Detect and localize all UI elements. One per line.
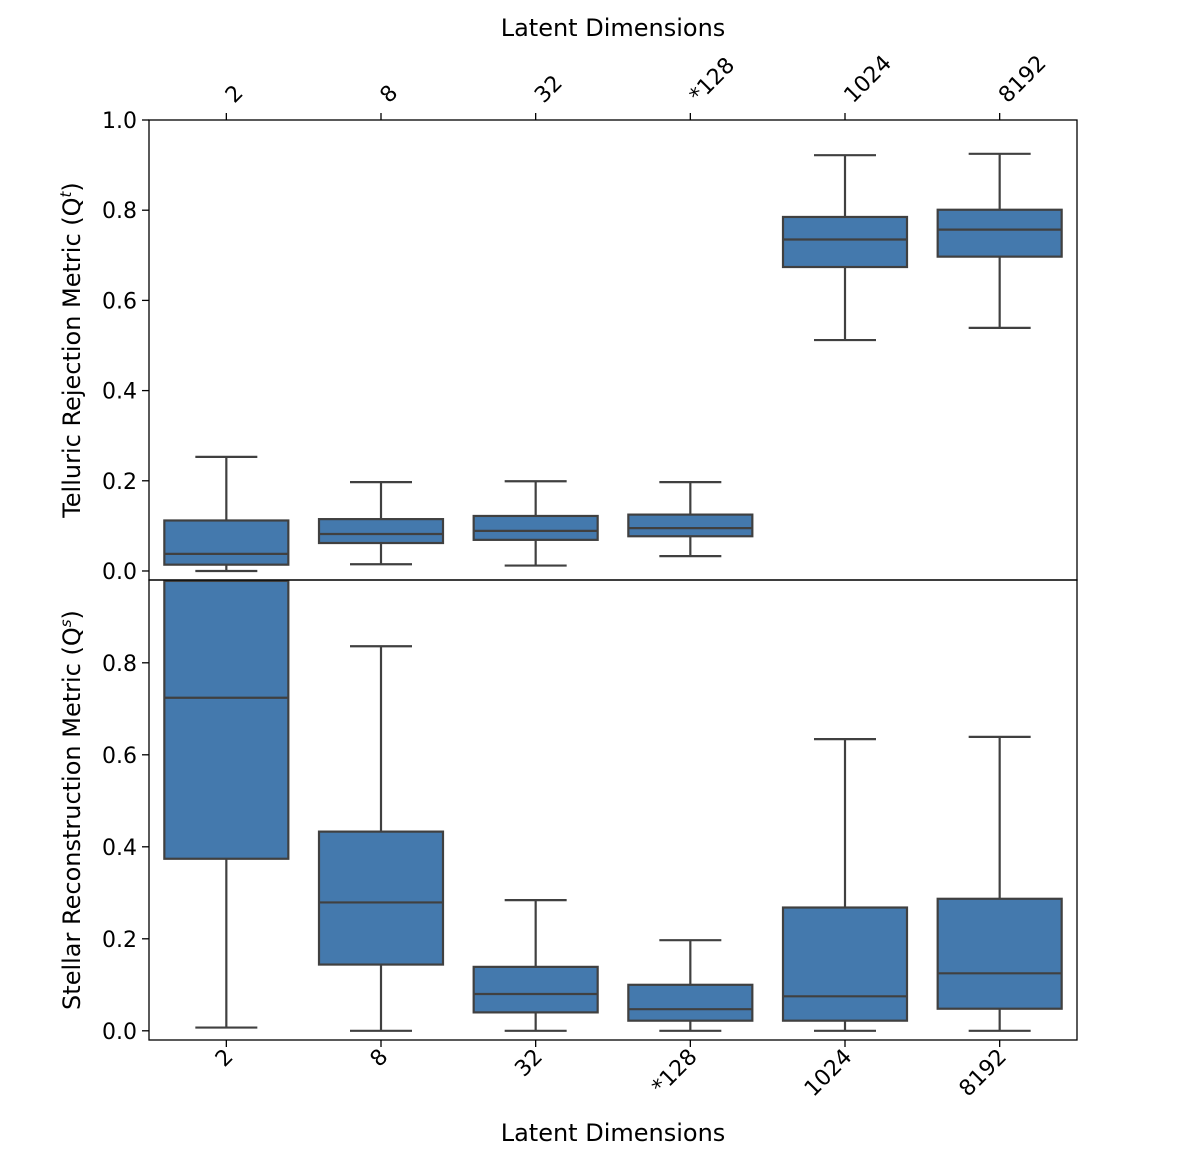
ytick-label-stellar-4: 0.8 [102,652,137,677]
box-stellar-star128 [627,983,754,1022]
box-telluric-8 [317,518,445,545]
box-stellar-2 [163,580,290,860]
box-stellar-8192 [936,897,1063,1010]
box-telluric-32 [472,514,599,541]
box-telluric-2 [163,519,290,566]
box-stellar-1024 [781,906,909,1022]
box-stellar-32 [472,965,599,1014]
y-axis-label-stellar: Stellar Reconstruction Metric (Qs) [57,610,86,1010]
ytick-label-telluric-0: 0.0 [102,560,137,585]
ytick-label-stellar-0: 0.0 [102,1020,137,1045]
box-telluric-star128 [627,513,754,538]
ytick-label-telluric-5: 1.0 [102,109,137,134]
ytick-label-stellar-2: 0.4 [102,836,137,861]
y-axis-label-sup-telluric: t [57,190,75,197]
ytick-label-telluric-2: 0.4 [102,380,137,405]
ytick-label-telluric-4: 0.8 [102,199,137,224]
y-axis-label-telluric: Telluric Rejection Metric (Qt) [57,182,86,519]
ytick-label-telluric-3: 0.6 [102,289,137,314]
x-axis-label-bottom: Latent Dimensions [501,1119,726,1147]
y-axis-label-sup-stellar: s [57,619,75,627]
panel-frame-stellar [148,579,1078,1041]
ytick-label-telluric-1: 0.2 [102,470,137,495]
box-stellar-8 [317,830,445,966]
y-axis-label-main-telluric: Telluric Rejection Metric (Q [58,197,86,518]
y-axis-label-close-stellar: ) [58,610,86,619]
x-axis-label-top: Latent Dimensions [501,14,726,42]
ytick-label-stellar-3: 0.6 [102,744,137,769]
y-axis-label-close-telluric: ) [58,182,86,191]
box-telluric-8192 [936,208,1063,258]
y-axis-label-main-stellar: Stellar Reconstruction Metric (Q [58,627,86,1010]
ytick-label-stellar-1: 0.2 [102,928,137,953]
box-telluric-1024 [781,215,909,269]
